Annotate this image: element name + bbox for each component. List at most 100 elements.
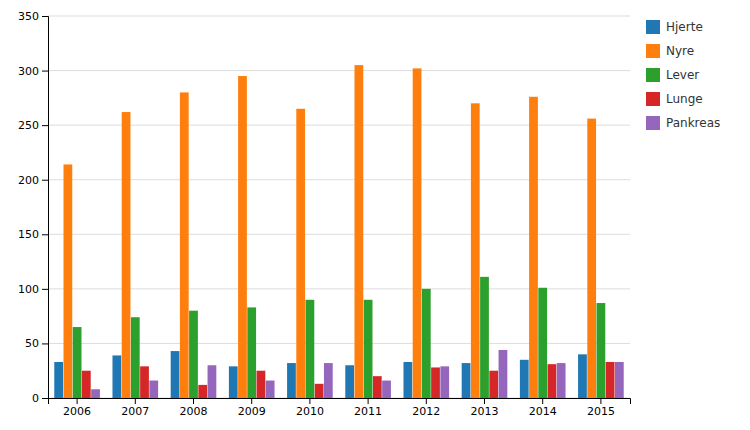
bar bbox=[606, 362, 615, 398]
tick: 150 bbox=[18, 228, 48, 241]
tick-mark bbox=[42, 234, 48, 235]
bar bbox=[548, 364, 557, 398]
tick: 0 bbox=[32, 392, 48, 405]
bar bbox=[520, 360, 529, 398]
tick: 2012 bbox=[412, 398, 440, 418]
bar bbox=[238, 76, 247, 398]
bar bbox=[198, 385, 207, 398]
tick-label: 350 bbox=[18, 10, 39, 23]
tick-label: 150 bbox=[18, 228, 39, 241]
grid bbox=[48, 16, 630, 398]
legend: Hjerte Nyre Lever Lunge Pankreas bbox=[646, 20, 720, 130]
tick-mark bbox=[251, 398, 252, 404]
tick: 2013 bbox=[471, 398, 499, 418]
tick: 2014 bbox=[529, 398, 557, 418]
bars bbox=[54, 65, 623, 398]
plot: 2006200720082009201020112012201320142015… bbox=[18, 10, 631, 418]
tick-mark bbox=[42, 71, 48, 72]
tick-label: 2008 bbox=[180, 405, 208, 418]
bar bbox=[73, 327, 82, 398]
bar bbox=[91, 389, 100, 398]
legend-label: Hjerte bbox=[666, 20, 703, 34]
tick-mark bbox=[484, 398, 485, 404]
legend-label: Lever bbox=[666, 68, 699, 82]
bar bbox=[471, 103, 480, 398]
tick-mark bbox=[42, 125, 48, 126]
y-axis: 050100150200250300350 bbox=[18, 10, 49, 405]
tick: 100 bbox=[18, 283, 48, 296]
legend-item: Pankreas bbox=[646, 116, 720, 130]
tick: 2006 bbox=[63, 398, 91, 418]
bar bbox=[122, 112, 131, 398]
grid-line bbox=[48, 179, 630, 180]
tick: 2008 bbox=[180, 398, 208, 418]
bar bbox=[382, 381, 391, 398]
bar bbox=[287, 363, 296, 398]
tick-label: 2013 bbox=[471, 405, 499, 418]
tick-mark bbox=[600, 398, 601, 404]
bar bbox=[345, 365, 354, 398]
bar bbox=[315, 384, 324, 398]
legend-swatch bbox=[646, 44, 660, 58]
legend-swatch bbox=[646, 68, 660, 82]
grid-line bbox=[48, 125, 630, 126]
grid-line bbox=[48, 16, 630, 17]
tick-label: 300 bbox=[18, 65, 39, 78]
legend-item: Hjerte bbox=[646, 20, 703, 34]
bar bbox=[557, 363, 566, 398]
chart: 2006200720082009201020112012201320142015… bbox=[0, 0, 750, 430]
bar bbox=[64, 164, 73, 398]
bar bbox=[229, 366, 238, 398]
tick-label: 0 bbox=[32, 392, 39, 405]
bar bbox=[597, 303, 606, 398]
bar bbox=[440, 366, 449, 398]
tick: 2011 bbox=[354, 398, 382, 418]
tick-mark bbox=[542, 398, 543, 404]
bar bbox=[296, 109, 305, 398]
bar bbox=[112, 355, 121, 398]
axis-line bbox=[42, 17, 49, 399]
bar-series bbox=[82, 362, 615, 398]
legend-swatch bbox=[646, 92, 660, 106]
axis-line bbox=[49, 399, 631, 405]
bar bbox=[355, 65, 364, 398]
bar bbox=[578, 354, 587, 398]
tick-label: 2015 bbox=[587, 405, 615, 418]
tick-mark bbox=[426, 398, 427, 404]
bar bbox=[529, 97, 538, 398]
tick-label: 2010 bbox=[296, 405, 324, 418]
bar bbox=[266, 381, 275, 398]
bar bbox=[462, 363, 471, 398]
tick-mark bbox=[42, 289, 48, 290]
tick-mark bbox=[135, 398, 136, 404]
tick-mark bbox=[42, 343, 48, 344]
tick-label: 100 bbox=[18, 283, 39, 296]
tick-label: 2007 bbox=[121, 405, 149, 418]
bar bbox=[499, 350, 508, 398]
tick-label: 250 bbox=[18, 119, 39, 132]
grid-line bbox=[48, 234, 630, 235]
grid-line bbox=[48, 70, 630, 71]
bar bbox=[615, 362, 624, 398]
bar bbox=[489, 371, 498, 398]
bar bbox=[82, 371, 91, 398]
tick-label: 2014 bbox=[529, 405, 557, 418]
bar bbox=[180, 92, 189, 398]
bar bbox=[131, 317, 140, 398]
bar bbox=[431, 367, 440, 398]
tick: 350 bbox=[18, 10, 48, 23]
legend-item: Nyre bbox=[646, 44, 694, 58]
tick-mark bbox=[309, 398, 310, 404]
tick-mark bbox=[42, 180, 48, 181]
tick: 200 bbox=[18, 174, 48, 187]
tick-mark bbox=[193, 398, 194, 404]
legend-label: Pankreas bbox=[666, 116, 720, 130]
bar bbox=[538, 288, 547, 398]
bar bbox=[257, 371, 266, 398]
tick-label: 2012 bbox=[412, 405, 440, 418]
bar bbox=[189, 311, 198, 398]
bar bbox=[247, 307, 256, 398]
legend-item: Lunge bbox=[646, 92, 703, 106]
bar bbox=[140, 366, 149, 398]
bar bbox=[306, 300, 315, 398]
